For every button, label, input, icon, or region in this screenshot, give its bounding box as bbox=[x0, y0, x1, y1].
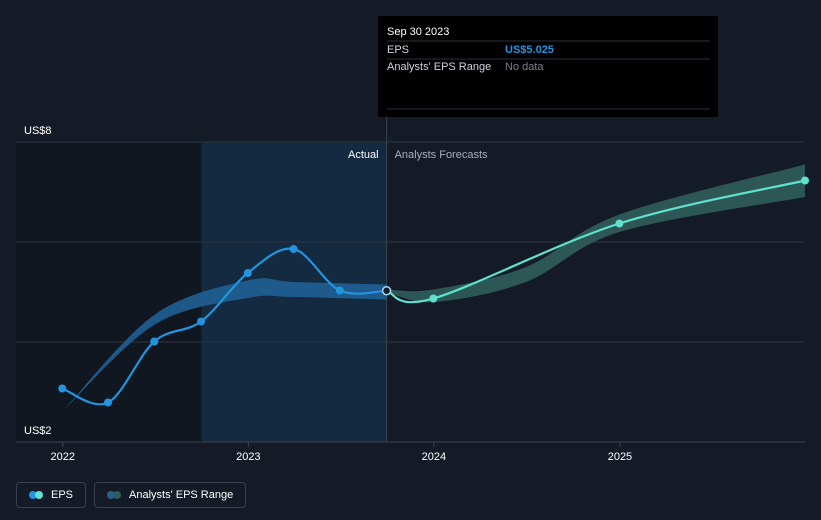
eps-point bbox=[243, 269, 252, 277]
forecast-region-label: Analysts Forecasts bbox=[395, 149, 488, 161]
eps-point bbox=[58, 384, 67, 393]
legend: EPS Analysts' EPS Range bbox=[16, 482, 247, 508]
x-tick-label: 2022 bbox=[51, 451, 75, 463]
eps-point bbox=[104, 398, 113, 407]
x-tick-label: 2024 bbox=[422, 451, 446, 463]
tooltip-range-key: Analysts' EPS Range bbox=[387, 61, 491, 73]
eps-points bbox=[58, 176, 809, 407]
eps-point bbox=[197, 317, 206, 326]
eps-point bbox=[335, 286, 344, 295]
y-tick-label: US$2 bbox=[24, 425, 52, 437]
eps-range-band-forecast bbox=[386, 164, 805, 303]
legend-item-eps[interactable]: EPS bbox=[16, 482, 87, 508]
eps-point bbox=[289, 245, 298, 253]
eps-actual-line bbox=[61, 247, 387, 406]
tooltip-box bbox=[378, 16, 718, 117]
gridlines bbox=[16, 141, 805, 443]
eps-range-swatch-icon bbox=[107, 491, 122, 499]
x-tick-label: 2025 bbox=[608, 451, 632, 463]
eps-lines bbox=[61, 179, 806, 406]
legend-item-eps-range[interactable]: Analysts' EPS Range bbox=[94, 482, 247, 508]
eps-forecast-point bbox=[801, 176, 809, 185]
eps-forecast-point bbox=[615, 219, 624, 228]
eps-range-bands bbox=[62, 164, 805, 411]
eps-forecast-line bbox=[386, 179, 806, 304]
tooltip-eps-value: US$5.025 bbox=[505, 44, 554, 56]
tooltip-eps-key: EPS bbox=[387, 44, 409, 56]
eps-swatch-icon bbox=[29, 491, 43, 499]
x-axis-labels: 2022 2023 2024 2025 bbox=[51, 442, 632, 463]
eps-forecast-point bbox=[429, 294, 438, 303]
tooltip-date: Sep 30 2023 bbox=[387, 26, 449, 38]
x-tick-label: 2023 bbox=[236, 451, 260, 463]
eps-point bbox=[150, 337, 159, 346]
eps-range-band-actual bbox=[62, 278, 387, 411]
tooltip-range-value: No data bbox=[505, 61, 544, 73]
legend-label-eps-range: Analysts' EPS Range bbox=[129, 489, 234, 501]
past-shade-region bbox=[16, 142, 202, 442]
legend-label-eps: EPS bbox=[51, 489, 74, 501]
y-tick-label: US$8 bbox=[24, 125, 52, 137]
actual-region-label: Actual bbox=[348, 149, 379, 161]
tooltip: Sep 30 2023 EPS US$5.025 Analysts' EPS R… bbox=[378, 16, 718, 117]
y-axis-labels: US$8 US$2 bbox=[24, 125, 52, 437]
eps-point-current bbox=[381, 286, 392, 296]
